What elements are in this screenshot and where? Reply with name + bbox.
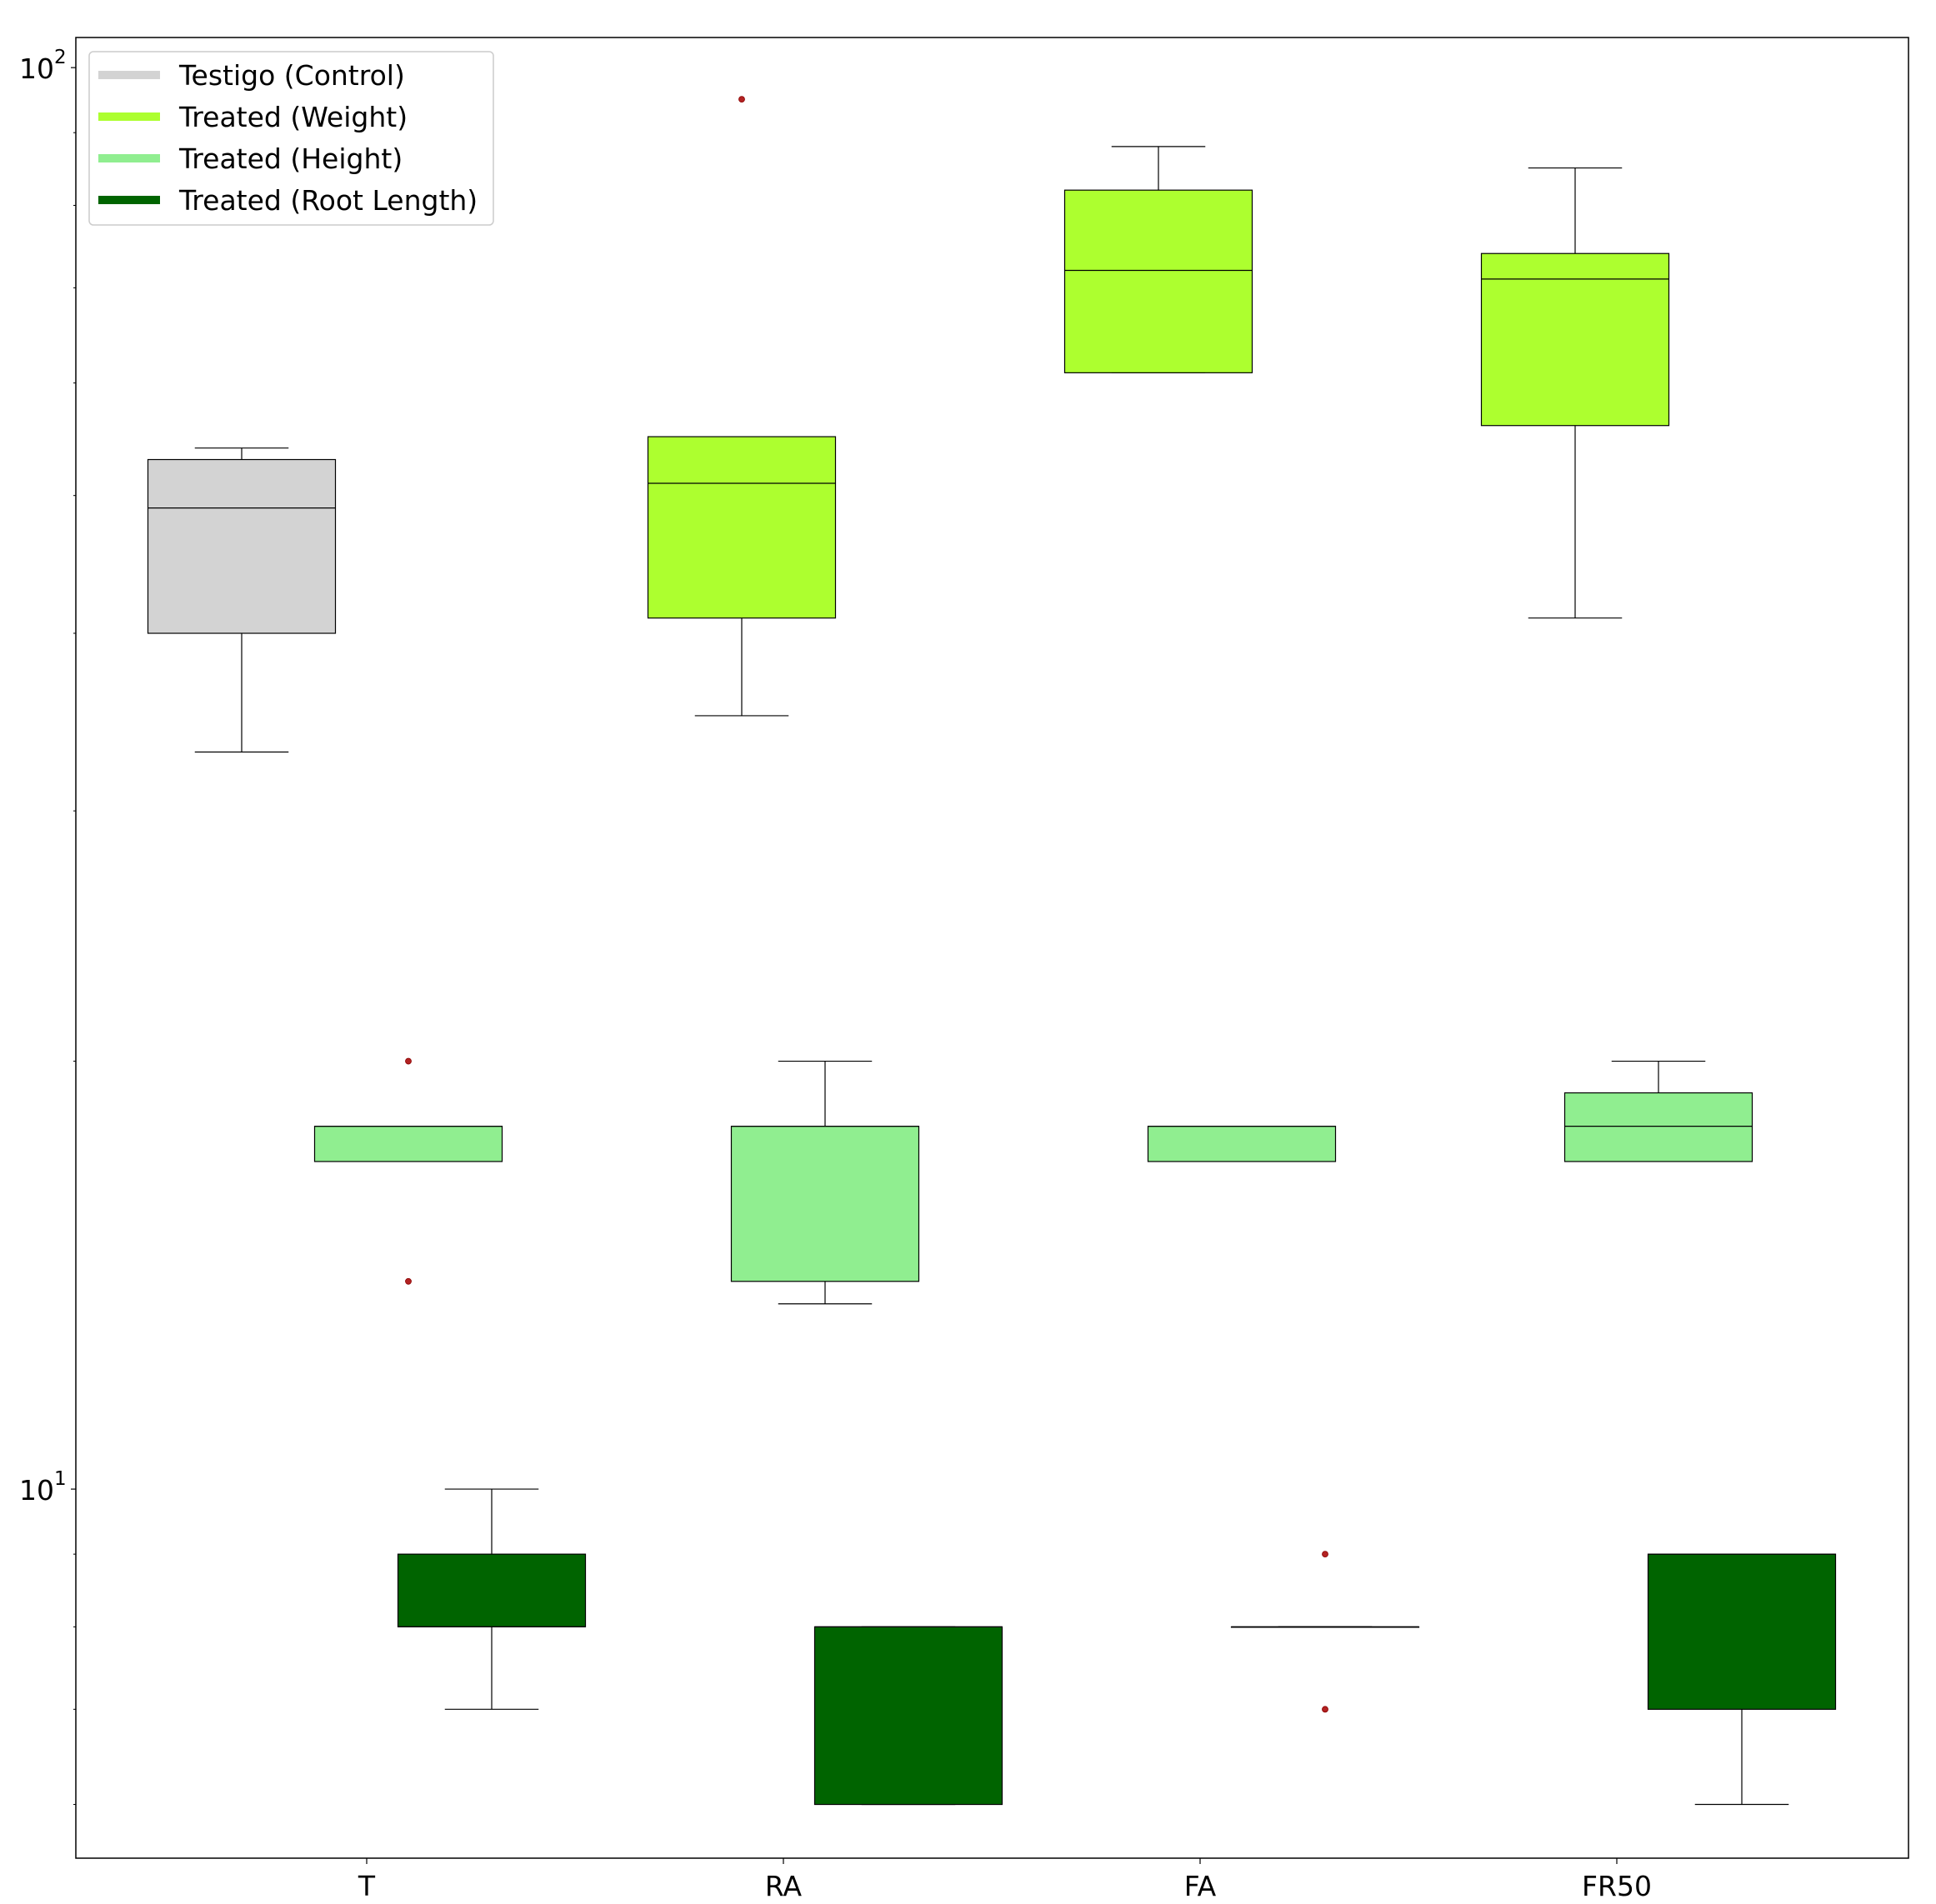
box-body [1563,1092,1753,1162]
box-body [1147,1126,1337,1162]
x-tick-label: T [358,1870,376,1902]
box-FA-4 [1230,1551,1420,1713]
box-T-4 [397,1488,587,1710]
box-body [397,1553,587,1627]
box-T-3 [313,1057,503,1285]
box-body [1063,189,1253,373]
box-body [1647,1553,1837,1710]
x-tick-label: RA [765,1870,803,1902]
outlier-point [738,96,745,103]
box-body [1480,252,1670,427]
legend-label: Testigo (Control) [178,59,405,92]
outlier-point [1322,1551,1328,1558]
boxes-layer [147,96,1837,1806]
box-body [730,1126,920,1282]
box-FR50-4 [1647,1553,1837,1806]
box-RA-2 [647,96,837,717]
box-FA-2 [1063,146,1253,373]
box-body [647,436,837,619]
box-RA-4 [813,1626,1003,1806]
plot-frame [75,37,1909,1859]
box-FA-3 [1147,1126,1337,1162]
box-body [147,458,337,634]
y-tick-exponent: 2 [54,47,67,68]
x-tick-label: FA [1184,1870,1217,1902]
outlier-point [405,1057,412,1065]
x-tick-label: FR50 [1582,1870,1652,1902]
box-RA-3 [730,1060,920,1305]
legend-label: Treated (Weight) [178,101,408,133]
legend-box [88,51,494,226]
legend-label: Treated (Height) [178,142,403,175]
y-tick-exponent: 1 [54,1468,67,1490]
box-body [313,1126,503,1162]
box-body [813,1626,1003,1806]
box-FR50-3 [1563,1060,1753,1162]
y-tick-label: 102 [19,47,67,85]
outlier-point [1322,1706,1328,1713]
box-T-1 [147,447,337,753]
legend: Testigo (Control) Treated (Weight) Treated… [88,51,494,226]
outlier-point [405,1277,412,1285]
box-FR50-2 [1480,167,1670,619]
legend-label: Treated (Root Length) [178,184,478,217]
